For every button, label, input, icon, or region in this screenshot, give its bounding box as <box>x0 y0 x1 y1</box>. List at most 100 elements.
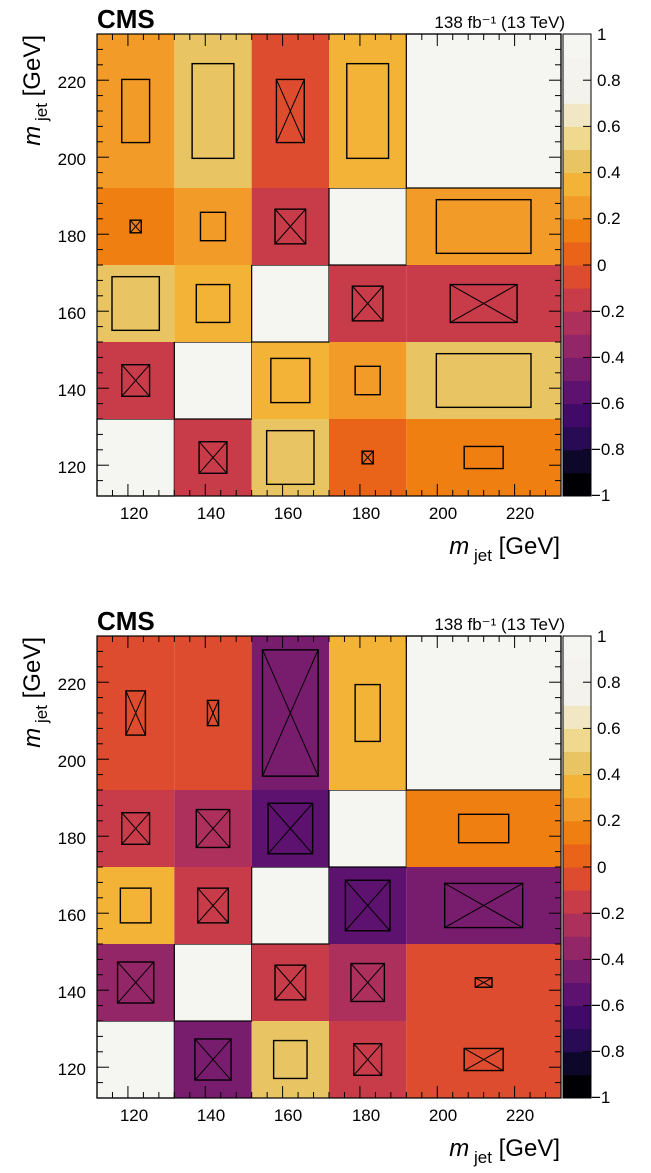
colorbar-tick-label: −0.2 <box>591 904 625 923</box>
y-axis-label: m jet [GeV] <box>19 637 51 748</box>
colorbar-tick-label: 0 <box>597 256 606 275</box>
negative-cross-line <box>267 802 313 855</box>
uncertainty-box <box>354 683 381 743</box>
colorbar-segment <box>563 403 591 428</box>
uncertainty-box <box>346 62 390 160</box>
heatmap-cell <box>329 636 407 790</box>
x-tick-label: 220 <box>506 504 534 523</box>
heatmap-cell <box>173 341 253 420</box>
y-tick-label: 160 <box>58 304 86 323</box>
uncertainty-box <box>125 690 147 736</box>
colorbar-segment <box>563 357 591 381</box>
colorbar-tick-labels: 1 0.8 0.6 0.4 0.2 0 −0.2 −0.4 −0.6 −0.8 … <box>591 627 625 1107</box>
x-tick-label: 180 <box>352 504 380 523</box>
colorbar-segment <box>563 241 591 266</box>
colorbar-tick-label: −1 <box>591 1088 610 1107</box>
x-tick-label: 140 <box>197 504 225 523</box>
x-tick-label: 180 <box>352 1106 380 1125</box>
negative-cross-line <box>274 964 307 1001</box>
colorbar-tick-label: 0.6 <box>597 719 621 738</box>
negative-cross-line <box>198 441 228 474</box>
uncertainty-box <box>199 211 227 242</box>
uncertainty-box <box>463 1047 504 1072</box>
colorbar-segment <box>563 149 591 174</box>
uncertainty-box <box>265 429 315 486</box>
heatmap-cell <box>406 790 561 867</box>
luminosity-label: 138 fb⁻¹ (13 TeV) <box>434 615 565 634</box>
colorbar-segment <box>563 1051 591 1076</box>
colorbar-tick-label: 1 <box>597 25 606 44</box>
colorbar-tick-label: 0.2 <box>597 209 621 228</box>
y-tick-label: 180 <box>58 829 86 848</box>
colorbar-segment <box>563 936 591 960</box>
colorbar-tick-label: 0.4 <box>597 163 621 182</box>
heatmap-markers <box>116 649 524 1081</box>
colorbar-segment <box>563 103 591 127</box>
colorbar-tick-label: 0 <box>597 858 606 877</box>
heatmap-cells <box>96 635 562 1099</box>
axis-ticks <box>96 635 562 1099</box>
colorbar-segment <box>563 218 591 243</box>
x-tick-label: 160 <box>274 504 302 523</box>
y-tick-label: 140 <box>58 983 86 1002</box>
negative-cross-line <box>361 450 374 465</box>
heatmap-cell <box>406 188 561 265</box>
colorbar-tick-label: −1 <box>591 486 610 505</box>
uncertainty-box <box>474 977 493 988</box>
heatmap-cell <box>174 265 252 342</box>
colorbar-tick-label: −0.4 <box>591 348 625 367</box>
uncertainty-box <box>195 808 231 849</box>
negative-cross-line <box>450 284 518 323</box>
negative-cross-line <box>129 219 142 234</box>
colorbar-tick-label: 0.2 <box>597 811 621 830</box>
uncertainty-box <box>261 649 319 777</box>
y-tick-label: 120 <box>58 1060 86 1079</box>
colorbar-segment <box>563 288 591 312</box>
heatmap-cell <box>329 34 407 188</box>
uncertainty-box <box>449 283 518 324</box>
uncertainty-box <box>274 208 307 245</box>
uncertainty-box <box>270 357 311 404</box>
uncertainty-box <box>443 882 524 929</box>
x-tick-label: 200 <box>429 1106 457 1125</box>
negative-cross-line <box>444 882 523 929</box>
uncertainty-box <box>274 964 307 1001</box>
colorbar-segment <box>563 172 591 197</box>
y-tick-label: 200 <box>58 752 86 771</box>
experiment-label: CMS <box>97 606 155 636</box>
y-tick-label: 200 <box>58 150 86 169</box>
colorbar-segment <box>563 334 591 358</box>
correlation-panel-bottom: CMS 138 fb⁻¹ (13 TeV) 120 140 160 180 20… <box>19 606 625 1167</box>
y-tick-label: 140 <box>58 381 86 400</box>
uncertainty-box <box>121 78 151 144</box>
colorbar-segment <box>563 126 591 150</box>
uncertainty-box <box>435 352 532 409</box>
colorbar-tick-label: 1 <box>597 627 606 646</box>
colorbar-tick-label: −0.6 <box>591 996 625 1015</box>
negative-cross-line <box>275 79 305 143</box>
heatmap-cell <box>96 418 175 497</box>
heatmap-cell <box>174 34 252 188</box>
negative-cross-line <box>274 208 307 245</box>
y-axis-label: m jet [GeV] <box>19 35 51 146</box>
uncertainty-box <box>463 445 504 470</box>
x-axis-label: m jet [GeV] <box>449 533 560 565</box>
y-tick-label: 120 <box>58 458 86 477</box>
heatmap-cell <box>251 342 329 419</box>
negative-cross-line <box>345 879 391 932</box>
uncertainty-box <box>457 813 510 844</box>
colorbar-segment <box>563 636 591 660</box>
negative-cross-line <box>350 963 385 1002</box>
uncertainty-box <box>195 283 231 324</box>
y-tick-label: 220 <box>58 73 86 92</box>
uncertainty-box <box>354 365 381 396</box>
colorbar-tick-label: 0.6 <box>597 117 621 136</box>
uncertainty-box <box>198 441 228 474</box>
uncertainty-box <box>272 1039 308 1080</box>
colorbar-segment <box>563 890 591 914</box>
negative-cross-line <box>194 1038 232 1081</box>
colorbar-segment <box>563 797 591 822</box>
heatmap-cell <box>251 1021 329 1098</box>
